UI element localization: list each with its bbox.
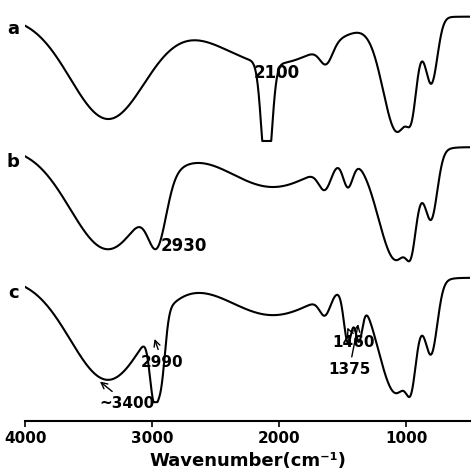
Text: b: b <box>6 153 19 171</box>
Text: 2930: 2930 <box>161 237 207 255</box>
X-axis label: Wavenumber(cm⁻¹): Wavenumber(cm⁻¹) <box>149 452 346 470</box>
Text: 2100: 2100 <box>254 64 300 82</box>
Text: c: c <box>9 284 19 302</box>
Text: ~3400: ~3400 <box>100 383 155 411</box>
Text: 1375: 1375 <box>328 326 370 377</box>
Text: 1460: 1460 <box>333 329 375 350</box>
Text: a: a <box>7 20 19 38</box>
Text: 2990: 2990 <box>141 340 184 370</box>
